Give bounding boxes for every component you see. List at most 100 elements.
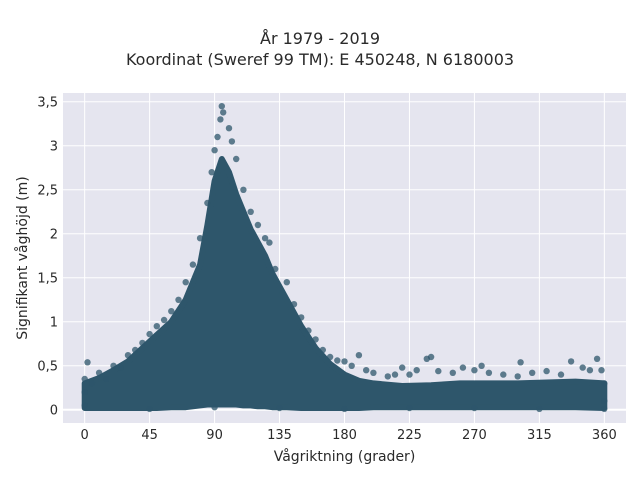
chart-title-line-1: År 1979 - 2019 bbox=[260, 29, 380, 48]
data-point bbox=[384, 373, 391, 380]
data-point bbox=[182, 279, 189, 286]
x-tick-label: 135 bbox=[267, 428, 292, 443]
x-tick-labels: 0 45 90 135 180 225 270 315 360 bbox=[81, 428, 617, 443]
data-point bbox=[459, 364, 467, 371]
data-point bbox=[370, 369, 377, 376]
data-point bbox=[168, 308, 175, 315]
data-point bbox=[586, 367, 594, 374]
data-point bbox=[391, 371, 399, 378]
data-point bbox=[567, 358, 575, 365]
data-point bbox=[220, 109, 227, 116]
data-point bbox=[81, 402, 88, 409]
y-tick-label: 2,5 bbox=[37, 183, 58, 198]
data-point bbox=[217, 116, 224, 123]
x-tick-label: 45 bbox=[141, 428, 158, 443]
data-point bbox=[117, 364, 124, 371]
x-tick-label: 270 bbox=[462, 428, 487, 443]
data-point bbox=[261, 235, 269, 242]
data-point bbox=[355, 352, 363, 359]
data-point bbox=[254, 221, 262, 229]
data-point bbox=[218, 103, 225, 110]
data-point bbox=[471, 367, 478, 374]
data-point bbox=[110, 362, 117, 369]
data-point bbox=[233, 155, 240, 163]
y-tick-label: 3 bbox=[50, 139, 58, 154]
data-point bbox=[103, 375, 110, 383]
data-point bbox=[334, 357, 341, 364]
data-point bbox=[341, 405, 348, 413]
data-point bbox=[399, 364, 406, 371]
x-tick-label: 90 bbox=[206, 428, 223, 443]
data-point bbox=[341, 358, 348, 365]
data-point bbox=[81, 389, 88, 396]
y-tick-label: 2 bbox=[50, 227, 58, 242]
data-point bbox=[139, 339, 146, 347]
data-point bbox=[601, 405, 608, 413]
data-point bbox=[485, 369, 493, 376]
data-point bbox=[240, 186, 247, 193]
data-point bbox=[124, 352, 132, 359]
data-point bbox=[500, 371, 507, 378]
data-point bbox=[319, 346, 326, 354]
data-point bbox=[471, 404, 478, 412]
data-point bbox=[247, 208, 254, 215]
data-point bbox=[529, 369, 536, 376]
y-tick-label: 1,5 bbox=[37, 271, 58, 286]
x-tick-label: 360 bbox=[592, 428, 617, 443]
data-point bbox=[211, 147, 218, 154]
data-point bbox=[225, 125, 233, 132]
data-point bbox=[208, 169, 215, 176]
data-point bbox=[298, 314, 305, 321]
x-tick-label: 180 bbox=[332, 428, 357, 443]
data-point bbox=[211, 404, 218, 411]
data-point bbox=[348, 362, 355, 369]
data-point bbox=[601, 380, 608, 387]
data-point bbox=[517, 359, 524, 366]
x-tick-label: 225 bbox=[397, 428, 422, 443]
data-point bbox=[160, 316, 168, 324]
data-point bbox=[536, 405, 543, 413]
data-point bbox=[305, 327, 312, 334]
data-point bbox=[413, 367, 420, 374]
data-point bbox=[272, 265, 279, 273]
data-point bbox=[228, 138, 236, 145]
y-tick-label: 0 bbox=[50, 403, 58, 418]
data-point bbox=[189, 261, 197, 268]
data-point bbox=[312, 336, 319, 343]
data-point bbox=[214, 133, 221, 141]
x-tick-label: 0 bbox=[81, 428, 89, 443]
data-point bbox=[204, 199, 211, 207]
data-point bbox=[153, 323, 160, 330]
data-point bbox=[81, 375, 88, 383]
data-point bbox=[88, 380, 96, 387]
data-point bbox=[449, 369, 456, 376]
data-point bbox=[196, 235, 204, 242]
data-point bbox=[276, 404, 283, 412]
data-point bbox=[132, 346, 139, 354]
data-point bbox=[326, 353, 334, 361]
data-point bbox=[478, 362, 485, 369]
data-point bbox=[290, 301, 298, 308]
data-point bbox=[95, 369, 103, 376]
x-axis-label: Vågriktning (grader) bbox=[274, 448, 416, 465]
data-point bbox=[598, 367, 605, 374]
data-point bbox=[557, 371, 565, 378]
chart-subtitle-line-2: Koordinat (Sweref 99 TM): E 450248, N 61… bbox=[125, 50, 515, 69]
data-point bbox=[406, 371, 413, 378]
data-point bbox=[579, 364, 586, 371]
y-tick-label: 1 bbox=[50, 315, 58, 330]
data-point bbox=[601, 397, 608, 405]
y-tick-label: 0,5 bbox=[37, 359, 58, 374]
data-point bbox=[406, 404, 413, 412]
data-point bbox=[435, 367, 442, 375]
x-tick-label: 315 bbox=[527, 428, 552, 443]
data-point bbox=[543, 367, 550, 375]
data-point bbox=[146, 405, 153, 413]
scatter-points bbox=[81, 103, 608, 413]
data-point bbox=[283, 279, 290, 286]
y-tick-label: 3,5 bbox=[37, 95, 58, 110]
data-point bbox=[146, 330, 153, 338]
y-tick-labels: 0 0,5 1 1,5 2 2,5 3 3,5 bbox=[37, 95, 58, 418]
data-point bbox=[175, 296, 182, 303]
